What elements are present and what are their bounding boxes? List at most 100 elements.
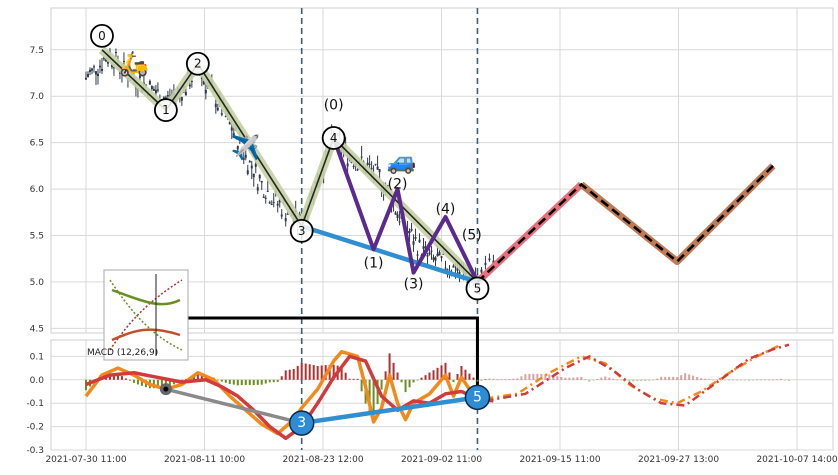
candle-body bbox=[85, 77, 87, 80]
histogram-bar bbox=[376, 379, 379, 405]
histogram-bar bbox=[436, 367, 439, 380]
histogram-bar bbox=[496, 379, 499, 380]
macd-divergence-blue bbox=[301, 395, 478, 426]
wave-label-text: 0 bbox=[98, 29, 106, 43]
price-y-tick-label: 4.5 bbox=[30, 324, 44, 334]
histogram-bar bbox=[572, 377, 575, 380]
emoji-marker: 🚙 bbox=[387, 147, 417, 175]
candle-body bbox=[100, 68, 103, 71]
macd-marker-5: 5 bbox=[464, 384, 491, 411]
candle-body bbox=[230, 127, 233, 131]
histogram-bar bbox=[676, 377, 679, 380]
wave-circle bbox=[321, 126, 346, 150]
candle-body bbox=[92, 66, 95, 68]
histogram-bar bbox=[692, 375, 695, 380]
candle-body bbox=[458, 271, 461, 275]
candle-body bbox=[188, 84, 191, 87]
connector-line bbox=[188, 316, 479, 387]
inset-curve bbox=[109, 279, 183, 351]
histogram-bar bbox=[516, 378, 519, 380]
histogram-bar bbox=[332, 364, 335, 380]
histogram-bar bbox=[408, 379, 411, 388]
histogram-bar bbox=[504, 379, 507, 380]
candle-body bbox=[426, 255, 429, 257]
histogram-bar bbox=[272, 379, 275, 383]
histogram-bar bbox=[440, 365, 443, 380]
candle-body bbox=[102, 57, 105, 60]
candle-body bbox=[416, 254, 419, 256]
x-tick-label: 2021-09-02 11:00 bbox=[401, 455, 482, 465]
macd-y-tick-label: 0.0 bbox=[30, 376, 45, 386]
histogram-bar bbox=[740, 379, 743, 381]
histogram-bar bbox=[316, 365, 319, 380]
candle-body bbox=[138, 75, 141, 78]
histogram-bar bbox=[136, 379, 139, 385]
macd-label: MACD (12,26,9) bbox=[87, 348, 158, 358]
wave-circle bbox=[90, 23, 114, 48]
candle-body bbox=[106, 61, 109, 64]
macd-marker-text: 5 bbox=[473, 389, 482, 405]
histogram-bar bbox=[508, 378, 511, 380]
candle-body bbox=[240, 149, 243, 151]
candle-body bbox=[424, 246, 427, 248]
candle-body bbox=[270, 203, 273, 205]
inset-curve bbox=[111, 328, 181, 342]
candle-body bbox=[366, 162, 369, 165]
histogram-bar bbox=[784, 379, 787, 381]
macd-y-tick-label: -0.2 bbox=[26, 423, 44, 433]
candle-body bbox=[214, 103, 217, 108]
histogram-bar bbox=[388, 353, 391, 380]
histogram-bar bbox=[548, 374, 551, 380]
histogram-bar bbox=[596, 378, 599, 380]
candle-body bbox=[394, 212, 397, 215]
candle-body bbox=[228, 121, 231, 125]
wave-label-3: 3 bbox=[289, 218, 314, 243]
histogram-bar bbox=[228, 379, 231, 384]
candle-body bbox=[444, 267, 447, 269]
candle-body bbox=[202, 80, 205, 85]
candle-body bbox=[418, 239, 421, 243]
histogram-bar bbox=[116, 373, 119, 380]
histogram-bar bbox=[660, 376, 663, 380]
candle-body bbox=[488, 258, 491, 261]
histogram-bar bbox=[728, 379, 731, 381]
histogram-bar bbox=[536, 373, 539, 380]
wave-circle bbox=[185, 51, 210, 76]
histogram-bar bbox=[768, 379, 771, 381]
wave-circle bbox=[465, 276, 490, 301]
candle-body bbox=[434, 257, 437, 261]
candle-body bbox=[280, 214, 283, 217]
candle-body bbox=[452, 265, 455, 268]
histogram-bar bbox=[772, 379, 775, 381]
candle-body bbox=[376, 166, 379, 170]
histogram-bar bbox=[420, 377, 423, 380]
candle-body bbox=[438, 251, 441, 256]
wave-label-4: 4 bbox=[321, 126, 346, 150]
candle-body bbox=[378, 169, 381, 173]
histogram-bar bbox=[580, 376, 583, 380]
candle-body bbox=[154, 89, 157, 94]
candle-body bbox=[256, 187, 259, 191]
candle-body bbox=[396, 214, 399, 219]
candle-body bbox=[190, 81, 193, 83]
histogram-bar bbox=[672, 376, 675, 380]
macd-marker-3: 3 bbox=[288, 410, 315, 436]
candle-body bbox=[436, 253, 439, 257]
histogram-bar bbox=[560, 377, 563, 380]
histogram-bar bbox=[528, 373, 531, 380]
histogram-bar bbox=[756, 379, 759, 381]
price-y-tick-label: 6.5 bbox=[30, 139, 44, 149]
histogram-bar bbox=[780, 378, 783, 380]
histogram-bar bbox=[448, 372, 451, 380]
histogram-bar bbox=[748, 379, 751, 381]
candle-body bbox=[114, 52, 117, 54]
candle-body bbox=[272, 202, 275, 204]
candle-body bbox=[220, 113, 223, 115]
candle-body bbox=[112, 67, 115, 69]
histogram-bar bbox=[284, 370, 287, 380]
histogram-bar bbox=[512, 378, 515, 380]
histogram-bar bbox=[340, 366, 343, 380]
macd-histogram bbox=[85, 353, 791, 419]
candle-body bbox=[110, 64, 113, 68]
histogram-bar bbox=[452, 379, 455, 383]
